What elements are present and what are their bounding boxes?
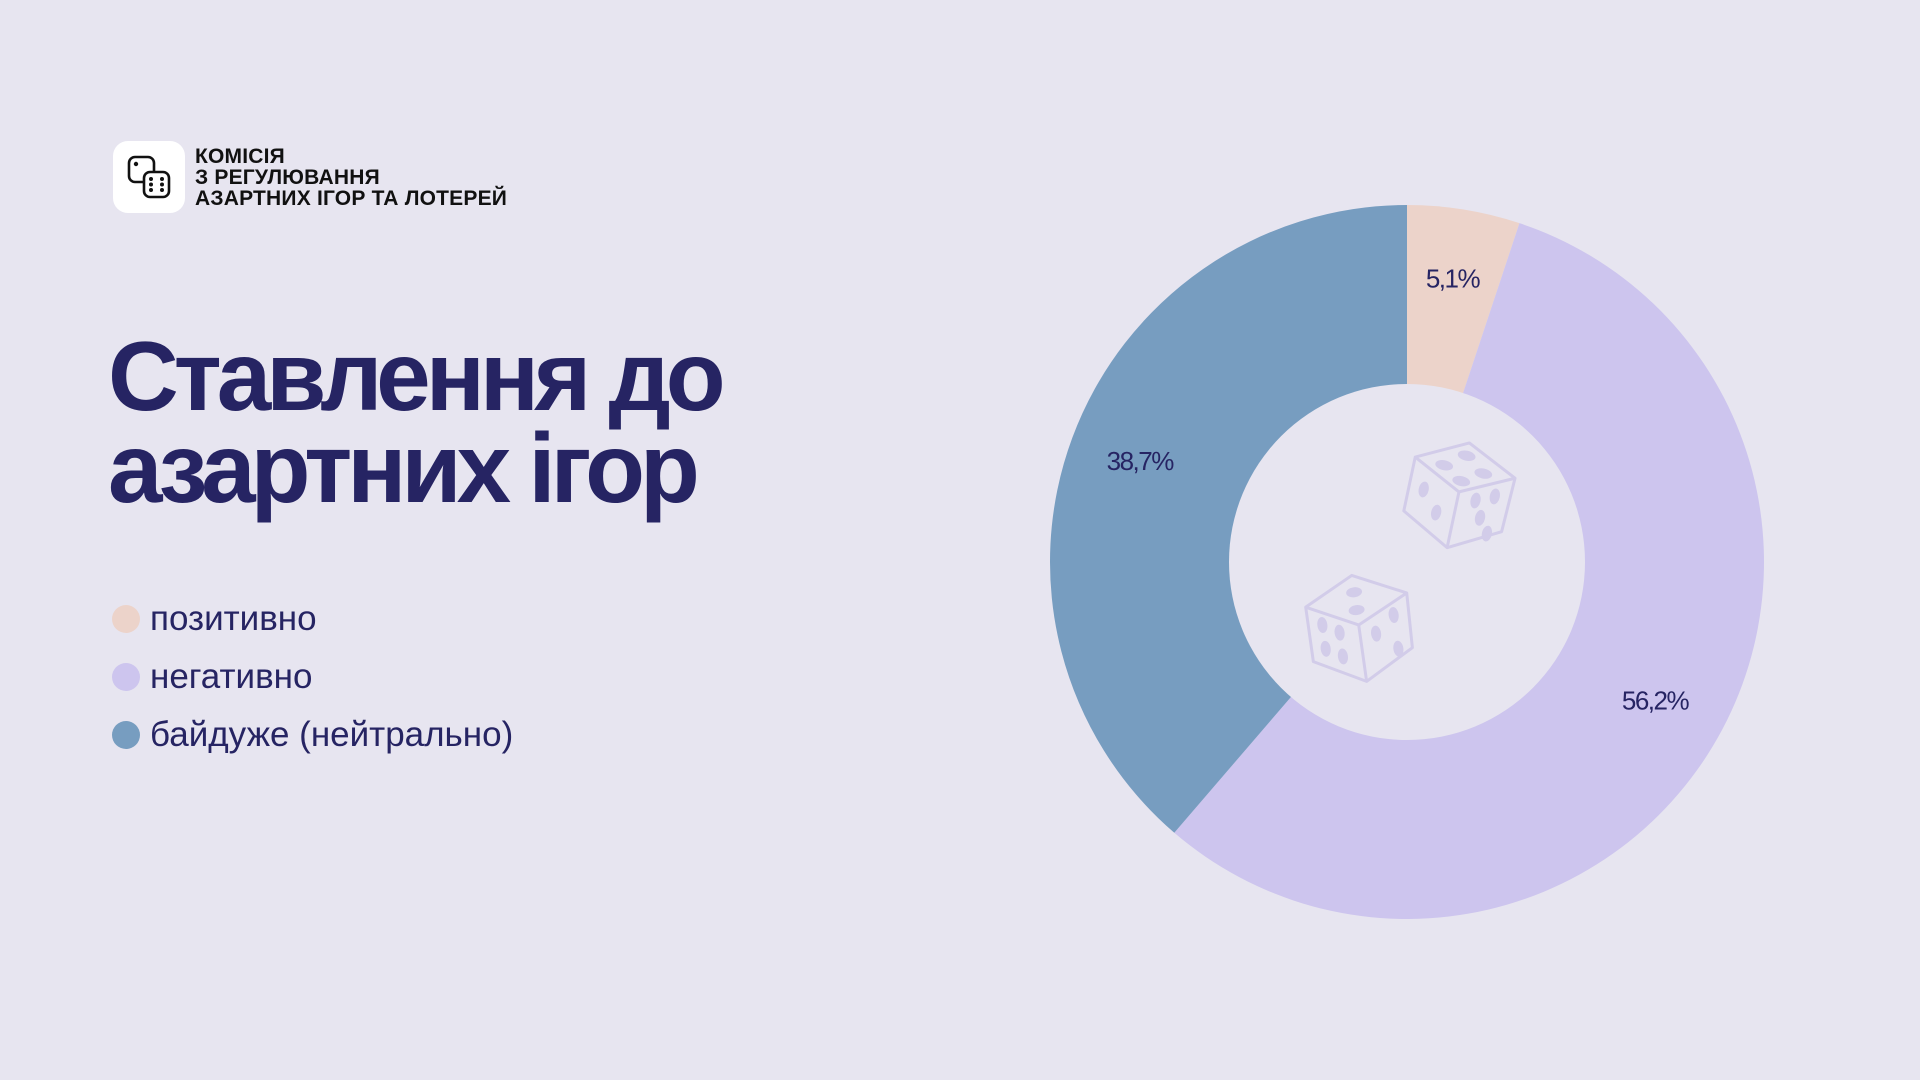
legend-label: негативно [150, 657, 313, 696]
slice-neutral [1050, 205, 1407, 833]
logo-badge [113, 141, 185, 213]
legend-item-positive: позитивно [112, 590, 513, 648]
org-name-line: КОМІСІЯ [195, 144, 285, 168]
slice-label: 5,1% [1426, 264, 1481, 294]
dice-icon [1304, 441, 1517, 683]
org-name-line: З РЕГУЛЮВАННЯ [195, 165, 380, 189]
slice-labels: 5,1% 56,2% 38,7% [1107, 264, 1691, 716]
legend-swatch-negative [112, 663, 140, 691]
legend-label: байдуже (нейтрально) [150, 715, 514, 754]
legend-item-neutral: байдуже (нейтрально) [112, 706, 513, 764]
org-name-line: АЗАРТНИХ ІГОР ТА ЛОТЕРЕЙ [195, 186, 508, 210]
title-line-2: азартних ігор [108, 413, 700, 523]
legend-item-negative: негативно [112, 648, 513, 706]
page-title: Ставлення до азартних ігор [108, 321, 726, 523]
dice-icon [127, 155, 171, 199]
donut-hole [1229, 384, 1585, 740]
slice-label: 38,7% [1107, 446, 1175, 476]
title-line-1: Ставлення до [108, 321, 726, 431]
legend-swatch-positive [112, 605, 140, 633]
legend-swatch-neutral [112, 721, 140, 749]
org-name: КОМІСІЯ З РЕГУЛЮВАННЯ АЗАРТНИХ ІГОР ТА Л… [195, 146, 507, 209]
slice-label: 56,2% [1622, 685, 1690, 715]
org-logo: КОМІСІЯ З РЕГУЛЮВАННЯ АЗАРТНИХ ІГОР ТА Л… [113, 141, 507, 213]
legend-label: позитивно [150, 599, 317, 638]
chart-legend: позитивно негативно байдуже (нейтрально) [112, 590, 513, 764]
